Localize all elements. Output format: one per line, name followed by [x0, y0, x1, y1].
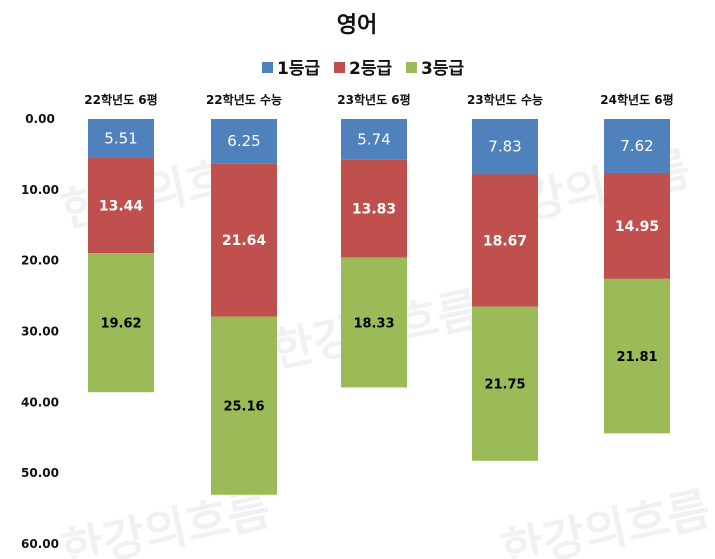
bar-segment	[211, 119, 277, 164]
data-label: 25.16	[223, 400, 264, 415]
bar-segment	[341, 119, 407, 160]
data-label: 7.83	[488, 138, 521, 156]
y-tick-label: 60.00	[21, 537, 59, 551]
legend-swatch	[334, 62, 345, 73]
legend: 1등급 2등급 3등급	[262, 59, 464, 79]
bar-segment	[88, 119, 154, 159]
category-label: 22학년도 6평	[84, 92, 157, 107]
bar-segment	[341, 159, 407, 258]
data-label: 21.64	[222, 233, 267, 249]
legend-swatch	[406, 62, 417, 73]
y-tick-label: 0.00	[25, 112, 55, 126]
y-tick-label: 20.00	[21, 254, 59, 268]
data-label: 19.62	[100, 317, 141, 332]
data-label: 21.75	[484, 378, 525, 393]
legend-label: 3등급	[421, 59, 464, 79]
legend-label: 2등급	[349, 59, 392, 79]
watermark: 한강의흐름	[497, 481, 715, 559]
bar-segment	[604, 278, 670, 434]
category-label: 23학년도 수능	[467, 92, 543, 107]
data-label: 18.67	[483, 234, 527, 250]
data-label: 21.81	[616, 350, 657, 365]
legend-swatch	[262, 62, 273, 73]
y-tick-label: 10.00	[21, 183, 59, 197]
bars	[88, 119, 670, 495]
data-label: 6.25	[227, 132, 260, 150]
category-label: 23학년도 6평	[337, 92, 410, 107]
category-label: 24학년도 6평	[600, 92, 673, 107]
data-label: 13.44	[99, 199, 144, 215]
y-axis: 0.00 10.00 20.00 30.00 40.00 50.00 60.00	[21, 112, 59, 551]
y-tick-label: 50.00	[21, 466, 59, 480]
category-labels: 22학년도 6평 22학년도 수능 23학년도 6평 23학년도 수능 24학년도 6평	[84, 92, 673, 107]
data-label: 13.83	[352, 202, 396, 218]
bar-segment	[88, 253, 154, 393]
data-label: 5.51	[104, 130, 137, 148]
bar-segment	[604, 172, 670, 279]
data-label: 5.74	[357, 130, 390, 148]
y-tick-label: 40.00	[21, 395, 59, 409]
bar-segment	[211, 163, 277, 317]
bar-segment	[341, 257, 407, 388]
legend-label: 1등급	[277, 59, 320, 79]
bar-segment	[472, 174, 538, 307]
category-label: 22학년도 수능	[206, 92, 282, 107]
y-tick-label: 30.00	[21, 325, 59, 339]
bar-segment	[211, 316, 277, 495]
data-label: 7.62	[620, 137, 653, 155]
chart-title: 영어	[337, 13, 377, 38]
bar-segment	[472, 306, 538, 461]
bar-segment	[472, 119, 538, 175]
value-labels: 5.51 13.44 19.62 6.25 21.64 25.16 5.74 13.83 18.…	[99, 130, 659, 415]
bar-segment	[604, 119, 670, 173]
data-label: 14.95	[615, 219, 659, 235]
data-label: 18.33	[353, 317, 394, 332]
bar-segment	[88, 158, 154, 254]
